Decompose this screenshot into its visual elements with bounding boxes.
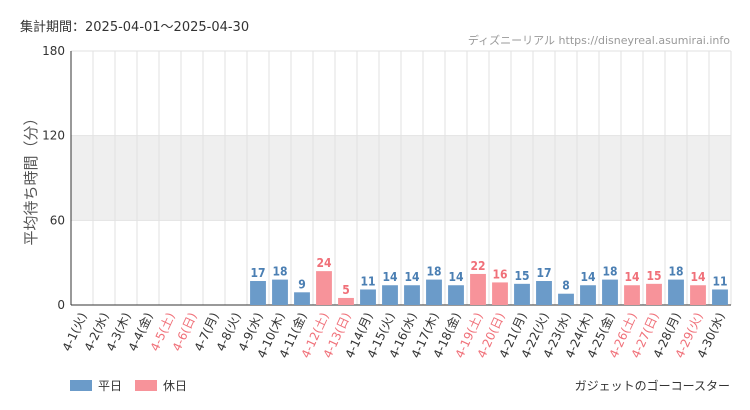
data-label: 15: [646, 269, 661, 283]
y-tick-label: 120: [42, 129, 65, 143]
data-label: 14: [580, 270, 596, 284]
data-label: 17: [536, 266, 551, 280]
bar: [316, 271, 332, 305]
bar: [624, 285, 640, 305]
data-label: 11: [712, 274, 727, 288]
data-label: 16: [492, 267, 507, 281]
y-axis-label: 平均待ち時間（分）: [22, 110, 40, 245]
bar: [404, 285, 420, 305]
data-label: 11: [360, 274, 375, 288]
data-label: 14: [690, 270, 706, 284]
legend-weekday-label: 平日: [98, 379, 122, 393]
source-credit: ディズニーリアル https://disneyreal.asumirai.inf…: [468, 33, 730, 47]
bar: [448, 285, 464, 305]
bar: [492, 282, 508, 305]
bar: [382, 285, 398, 305]
bar: [272, 279, 288, 305]
period-label: 集計期間：2025-04-01～2025-04-30: [20, 19, 249, 35]
bar: [294, 292, 310, 305]
data-label: 15: [514, 269, 529, 283]
data-label: 14: [448, 270, 464, 284]
bar: [668, 279, 684, 305]
data-label: 14: [404, 270, 420, 284]
legend: 平日 休日: [70, 379, 187, 393]
data-label: 18: [272, 265, 287, 279]
data-label: 22: [470, 259, 485, 273]
bar: [602, 279, 618, 305]
legend-holiday-swatch: [135, 380, 157, 391]
y-tick-label: 0: [57, 298, 65, 312]
bar: [580, 285, 596, 305]
data-label: 18: [602, 265, 617, 279]
bar: [338, 297, 354, 305]
legend-weekday-swatch: [70, 380, 92, 391]
data-label: 17: [250, 266, 265, 280]
data-label: 14: [624, 270, 640, 284]
legend-holiday-label: 休日: [163, 379, 187, 393]
plot-area: 0601201804-1(火)4-2(水)4-3(木)4-4(金)4-5(土)4…: [42, 44, 732, 360]
bar: [514, 283, 530, 305]
data-label: 8: [562, 279, 570, 293]
data-label: 18: [668, 265, 683, 279]
attraction-name: ガジェットのゴーコースター: [575, 378, 730, 393]
data-label: 9: [298, 277, 306, 291]
bar: [360, 289, 376, 305]
bar: [646, 283, 662, 305]
bar: [690, 285, 706, 305]
data-label: 18: [426, 265, 441, 279]
y-tick-label: 180: [42, 44, 65, 58]
bar: [558, 293, 574, 305]
y-tick-label: 60: [50, 213, 65, 227]
bar: [426, 279, 442, 305]
data-label: 5: [342, 283, 350, 297]
bar: [536, 281, 552, 305]
bar: [470, 273, 486, 305]
data-label: 14: [382, 270, 398, 284]
bar: [712, 289, 728, 305]
data-label: 24: [316, 256, 332, 270]
bar: [250, 281, 266, 305]
